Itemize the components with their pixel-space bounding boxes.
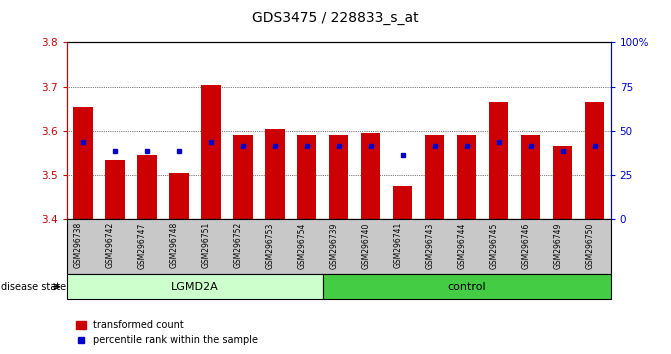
Text: GDS3475 / 228833_s_at: GDS3475 / 228833_s_at (252, 11, 419, 25)
Bar (265, 129, 285, 219)
Text: GSM296744: GSM296744 (458, 222, 467, 269)
Text: GSM296750: GSM296750 (586, 222, 595, 269)
Text: control: control (448, 282, 486, 292)
Bar (489, 102, 509, 219)
Text: GSM296747: GSM296747 (138, 222, 147, 269)
Text: GSM296745: GSM296745 (490, 222, 499, 269)
Bar (457, 136, 476, 219)
Text: GSM296748: GSM296748 (170, 222, 179, 268)
Legend: transformed count, percentile rank within the sample: transformed count, percentile rank withi… (72, 316, 262, 349)
Text: GSM296740: GSM296740 (362, 222, 371, 269)
Bar (297, 136, 317, 219)
Text: GSM296753: GSM296753 (266, 222, 275, 269)
Text: LGMD2A: LGMD2A (171, 282, 219, 292)
Text: GSM296742: GSM296742 (106, 222, 115, 268)
Text: GSM296751: GSM296751 (202, 222, 211, 268)
Bar (425, 136, 444, 219)
Text: GSM296752: GSM296752 (234, 222, 243, 268)
Bar (105, 160, 125, 219)
Bar (74, 107, 93, 219)
Text: GSM296754: GSM296754 (298, 222, 307, 269)
Bar (521, 136, 540, 219)
Bar (329, 136, 348, 219)
Bar (169, 173, 189, 219)
Bar (361, 133, 380, 219)
Text: GSM296743: GSM296743 (426, 222, 435, 269)
Text: GSM296738: GSM296738 (74, 222, 83, 268)
Text: GSM296749: GSM296749 (554, 222, 563, 269)
Bar (234, 136, 252, 219)
Bar (553, 147, 572, 219)
Bar (138, 155, 156, 219)
Bar (201, 85, 221, 219)
Text: GSM296739: GSM296739 (330, 222, 339, 269)
Bar (393, 186, 413, 219)
Text: disease state: disease state (1, 282, 66, 292)
Text: GSM296746: GSM296746 (521, 222, 531, 269)
Text: GSM296741: GSM296741 (394, 222, 403, 268)
Bar (585, 102, 604, 219)
